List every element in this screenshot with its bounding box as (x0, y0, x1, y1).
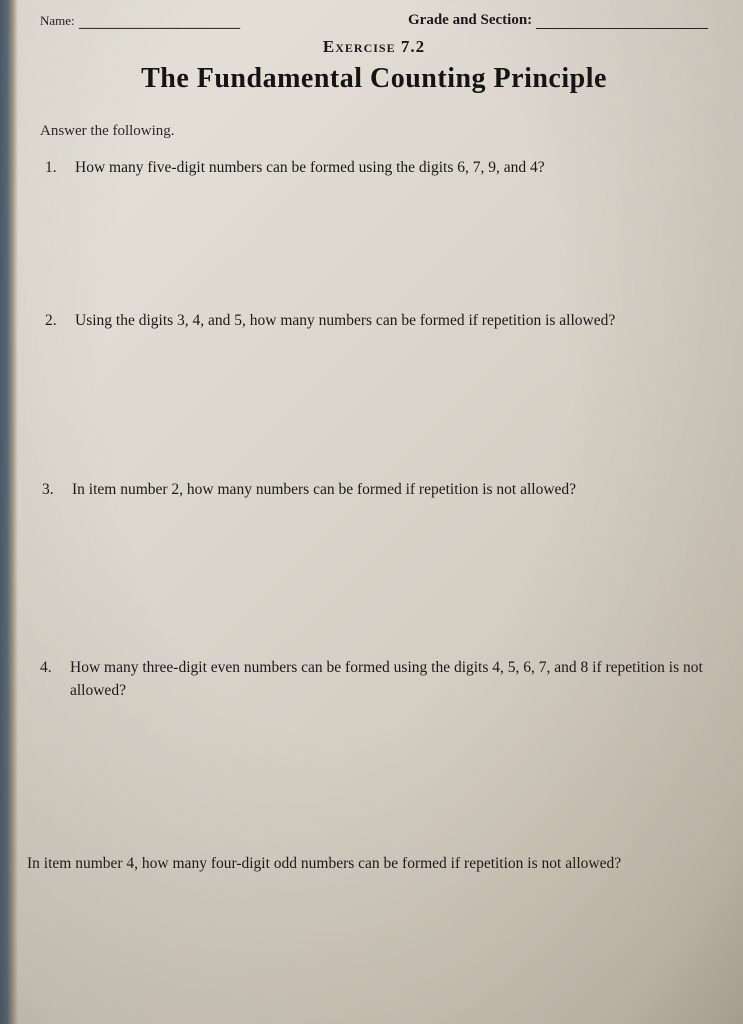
grade-section-label: Grade and Section: (408, 12, 532, 29)
name-field: Name: (40, 13, 240, 29)
question-5: In item number 4, how many four-digit od… (45, 852, 708, 875)
exercise-number: Exercise 7.2 (40, 37, 708, 57)
question-text: In item number 4, how many four-digit od… (45, 852, 708, 875)
worksheet-page: Name: Grade and Section: Exercise 7.2 Th… (0, 0, 743, 1024)
question-text: In item number 2, how many numbers can b… (72, 478, 708, 501)
header-row: Name: Grade and Section: (40, 12, 708, 29)
question-text: How many three-digit even numbers can be… (70, 656, 708, 703)
question-number: 4. (40, 656, 56, 703)
question-4: 4. How many three-digit even numbers can… (40, 656, 708, 703)
instruction-text: Answer the following. (40, 123, 708, 140)
question-text: How many five-digit numbers can be forme… (75, 156, 708, 179)
question-number: 2. (45, 309, 61, 332)
grade-section-field: Grade and Section: (408, 12, 708, 29)
name-blank-line[interactable] (79, 28, 241, 29)
question-2: 2. Using the digits 3, 4, and 5, how man… (45, 309, 708, 332)
name-label: Name: (40, 13, 75, 29)
worksheet-title: The Fundamental Counting Principle (40, 63, 708, 95)
question-number: 3. (42, 478, 58, 501)
question-1: 1. How many five-digit numbers can be fo… (45, 156, 708, 179)
grade-section-blank-line[interactable] (536, 28, 708, 29)
question-number: 1. (45, 156, 61, 179)
question-text: Using the digits 3, 4, and 5, how many n… (75, 309, 708, 332)
question-3: 3. In item number 2, how many numbers ca… (42, 478, 708, 501)
